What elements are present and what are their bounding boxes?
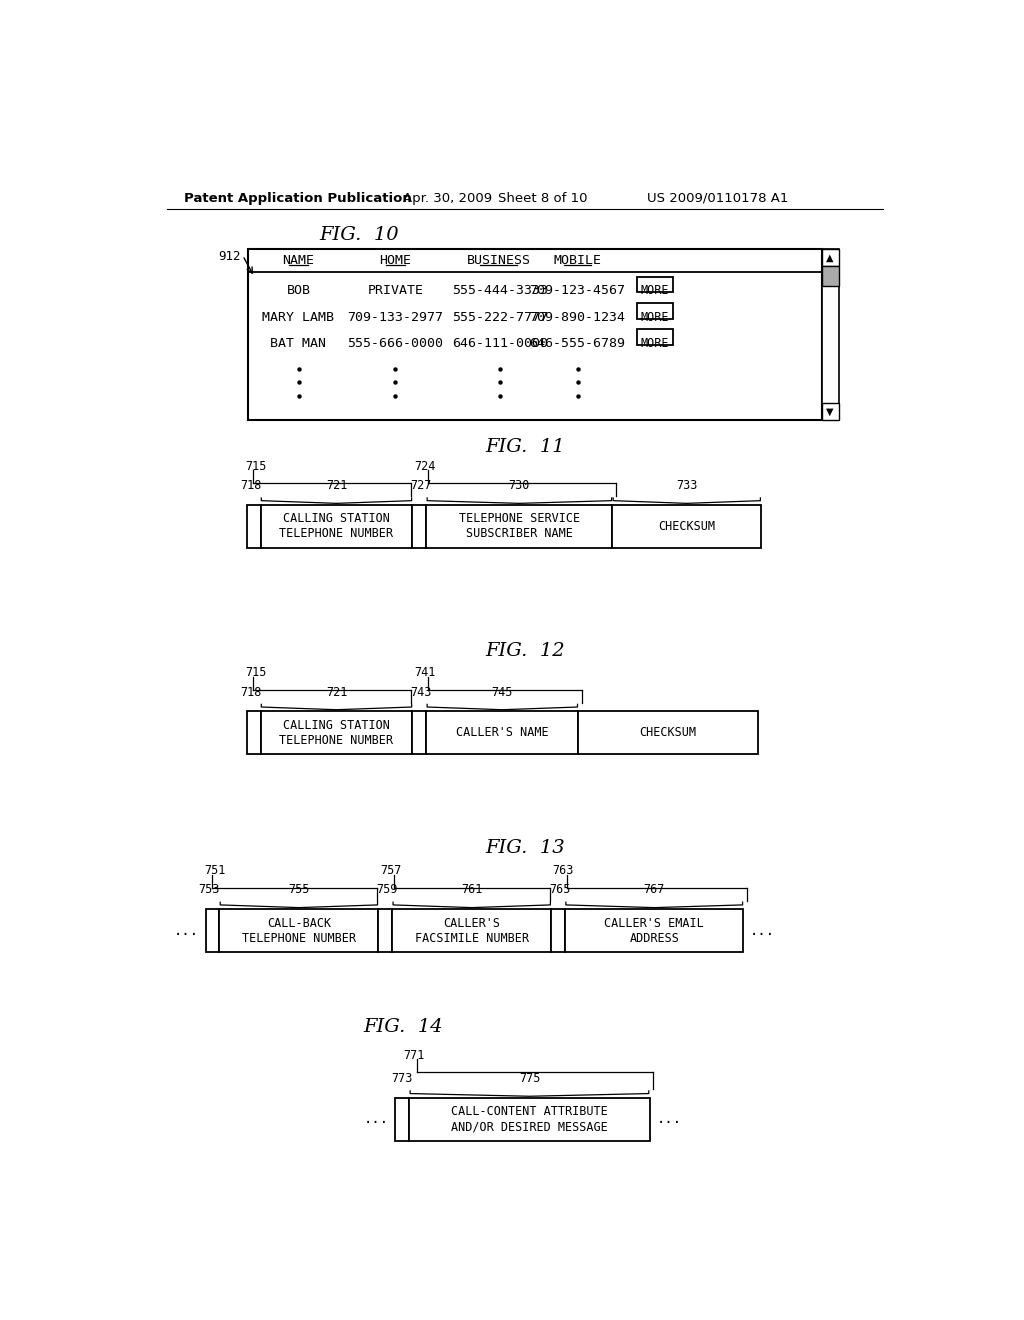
Text: 755: 755 xyxy=(288,883,309,896)
Bar xyxy=(426,711,579,755)
Text: 757: 757 xyxy=(380,865,401,878)
Bar xyxy=(392,909,551,952)
Text: BOB: BOB xyxy=(287,284,310,297)
Text: 759: 759 xyxy=(376,883,397,896)
Text: 773: 773 xyxy=(391,1072,413,1085)
Bar xyxy=(579,711,758,755)
Text: ...: ... xyxy=(364,1113,388,1126)
Text: Patent Application Publication: Patent Application Publication xyxy=(183,191,412,205)
Text: 763: 763 xyxy=(553,865,574,878)
Text: 715: 715 xyxy=(245,459,266,473)
Text: ▲: ▲ xyxy=(826,252,834,263)
Bar xyxy=(565,909,743,952)
Text: BAT MAN: BAT MAN xyxy=(270,337,327,350)
Text: BUSINESS: BUSINESS xyxy=(467,255,530,268)
Text: 718: 718 xyxy=(240,685,261,698)
Text: 733: 733 xyxy=(676,479,697,492)
Text: 912: 912 xyxy=(218,251,241,264)
Text: FIG.  10: FIG. 10 xyxy=(319,227,398,244)
Bar xyxy=(247,504,260,548)
Text: 709-133-2977: 709-133-2977 xyxy=(347,310,443,323)
Bar xyxy=(413,711,426,755)
Text: CALLER'S EMAIL
ADDRESS: CALLER'S EMAIL ADDRESS xyxy=(604,916,705,945)
Bar xyxy=(413,504,426,548)
Text: ...: ... xyxy=(656,1113,682,1126)
Text: CHECKSUM: CHECKSUM xyxy=(640,726,696,739)
Text: Sheet 8 of 10: Sheet 8 of 10 xyxy=(499,191,588,205)
Text: FIG.  13: FIG. 13 xyxy=(485,838,564,857)
Bar xyxy=(378,909,392,952)
Bar xyxy=(219,909,378,952)
Text: MARY LAMB: MARY LAMB xyxy=(262,310,335,323)
Text: 724: 724 xyxy=(414,459,435,473)
Text: MORE: MORE xyxy=(641,337,670,350)
Text: 718: 718 xyxy=(240,479,261,492)
Text: CALLING STATION
TELEPHONE NUMBER: CALLING STATION TELEPHONE NUMBER xyxy=(280,719,393,747)
Bar xyxy=(260,504,413,548)
Text: 727: 727 xyxy=(411,479,432,492)
Bar xyxy=(410,1098,649,1140)
Text: 709-890-1234: 709-890-1234 xyxy=(529,310,626,323)
Text: FIG.  12: FIG. 12 xyxy=(485,643,564,660)
Text: 730: 730 xyxy=(509,479,530,492)
Text: 753: 753 xyxy=(199,883,220,896)
Bar xyxy=(426,504,612,548)
Text: HOME: HOME xyxy=(379,255,412,268)
Text: CALL-CONTENT ATTRIBUTE
AND/OR DESIRED MESSAGE: CALL-CONTENT ATTRIBUTE AND/OR DESIRED ME… xyxy=(452,1105,608,1134)
Text: 761: 761 xyxy=(461,883,482,896)
Text: 555-222-7777: 555-222-7777 xyxy=(452,310,548,323)
Bar xyxy=(395,1098,410,1140)
Text: 775: 775 xyxy=(519,1072,540,1085)
Text: 555-444-3333: 555-444-3333 xyxy=(452,284,548,297)
Text: MORE: MORE xyxy=(641,284,670,297)
Bar xyxy=(551,909,565,952)
Text: 771: 771 xyxy=(403,1049,425,1063)
Text: PRIVATE: PRIVATE xyxy=(368,284,423,297)
Text: 767: 767 xyxy=(643,883,665,896)
Text: 741: 741 xyxy=(414,667,435,680)
Text: CALLER'S
FACSIMILE NUMBER: CALLER'S FACSIMILE NUMBER xyxy=(415,916,528,945)
Text: CHECKSUM: CHECKSUM xyxy=(658,520,716,533)
Text: FIG.  11: FIG. 11 xyxy=(485,438,564,457)
Text: 715: 715 xyxy=(245,667,266,680)
Bar xyxy=(206,909,219,952)
Bar xyxy=(637,277,673,293)
Text: 765: 765 xyxy=(549,883,570,896)
Text: 646-111-0000: 646-111-0000 xyxy=(452,337,548,350)
Text: 646-555-6789: 646-555-6789 xyxy=(529,337,626,350)
Text: FIG.  14: FIG. 14 xyxy=(364,1018,443,1036)
Text: 721: 721 xyxy=(326,685,347,698)
Bar xyxy=(260,711,413,755)
Bar xyxy=(637,304,673,318)
Bar xyxy=(821,267,839,286)
Bar xyxy=(821,249,839,420)
Text: CALL-BACK
TELEPHONE NUMBER: CALL-BACK TELEPHONE NUMBER xyxy=(242,916,356,945)
Text: ▼: ▼ xyxy=(826,407,834,417)
Text: 745: 745 xyxy=(492,685,513,698)
Text: CALLING STATION
TELEPHONE NUMBER: CALLING STATION TELEPHONE NUMBER xyxy=(280,512,393,540)
Text: Apr. 30, 2009: Apr. 30, 2009 xyxy=(403,191,493,205)
Bar xyxy=(821,404,839,420)
Text: ...: ... xyxy=(173,924,199,937)
Text: 743: 743 xyxy=(411,685,432,698)
Text: 751: 751 xyxy=(204,865,225,878)
Text: CALLER'S NAME: CALLER'S NAME xyxy=(456,726,549,739)
Text: 555-666-0000: 555-666-0000 xyxy=(347,337,443,350)
Text: NAME: NAME xyxy=(283,255,314,268)
Text: ...: ... xyxy=(751,924,775,937)
Text: MOBILE: MOBILE xyxy=(554,255,601,268)
Bar xyxy=(637,330,673,345)
Bar xyxy=(821,249,839,267)
Bar xyxy=(248,249,821,420)
Text: TELEPHONE SERVICE
SUBSCRIBER NAME: TELEPHONE SERVICE SUBSCRIBER NAME xyxy=(459,512,580,540)
Text: US 2009/0110178 A1: US 2009/0110178 A1 xyxy=(647,191,788,205)
Text: 709-123-4567: 709-123-4567 xyxy=(529,284,626,297)
Bar xyxy=(612,504,761,548)
Text: 721: 721 xyxy=(326,479,347,492)
Text: MORE: MORE xyxy=(641,310,670,323)
Bar xyxy=(247,711,260,755)
